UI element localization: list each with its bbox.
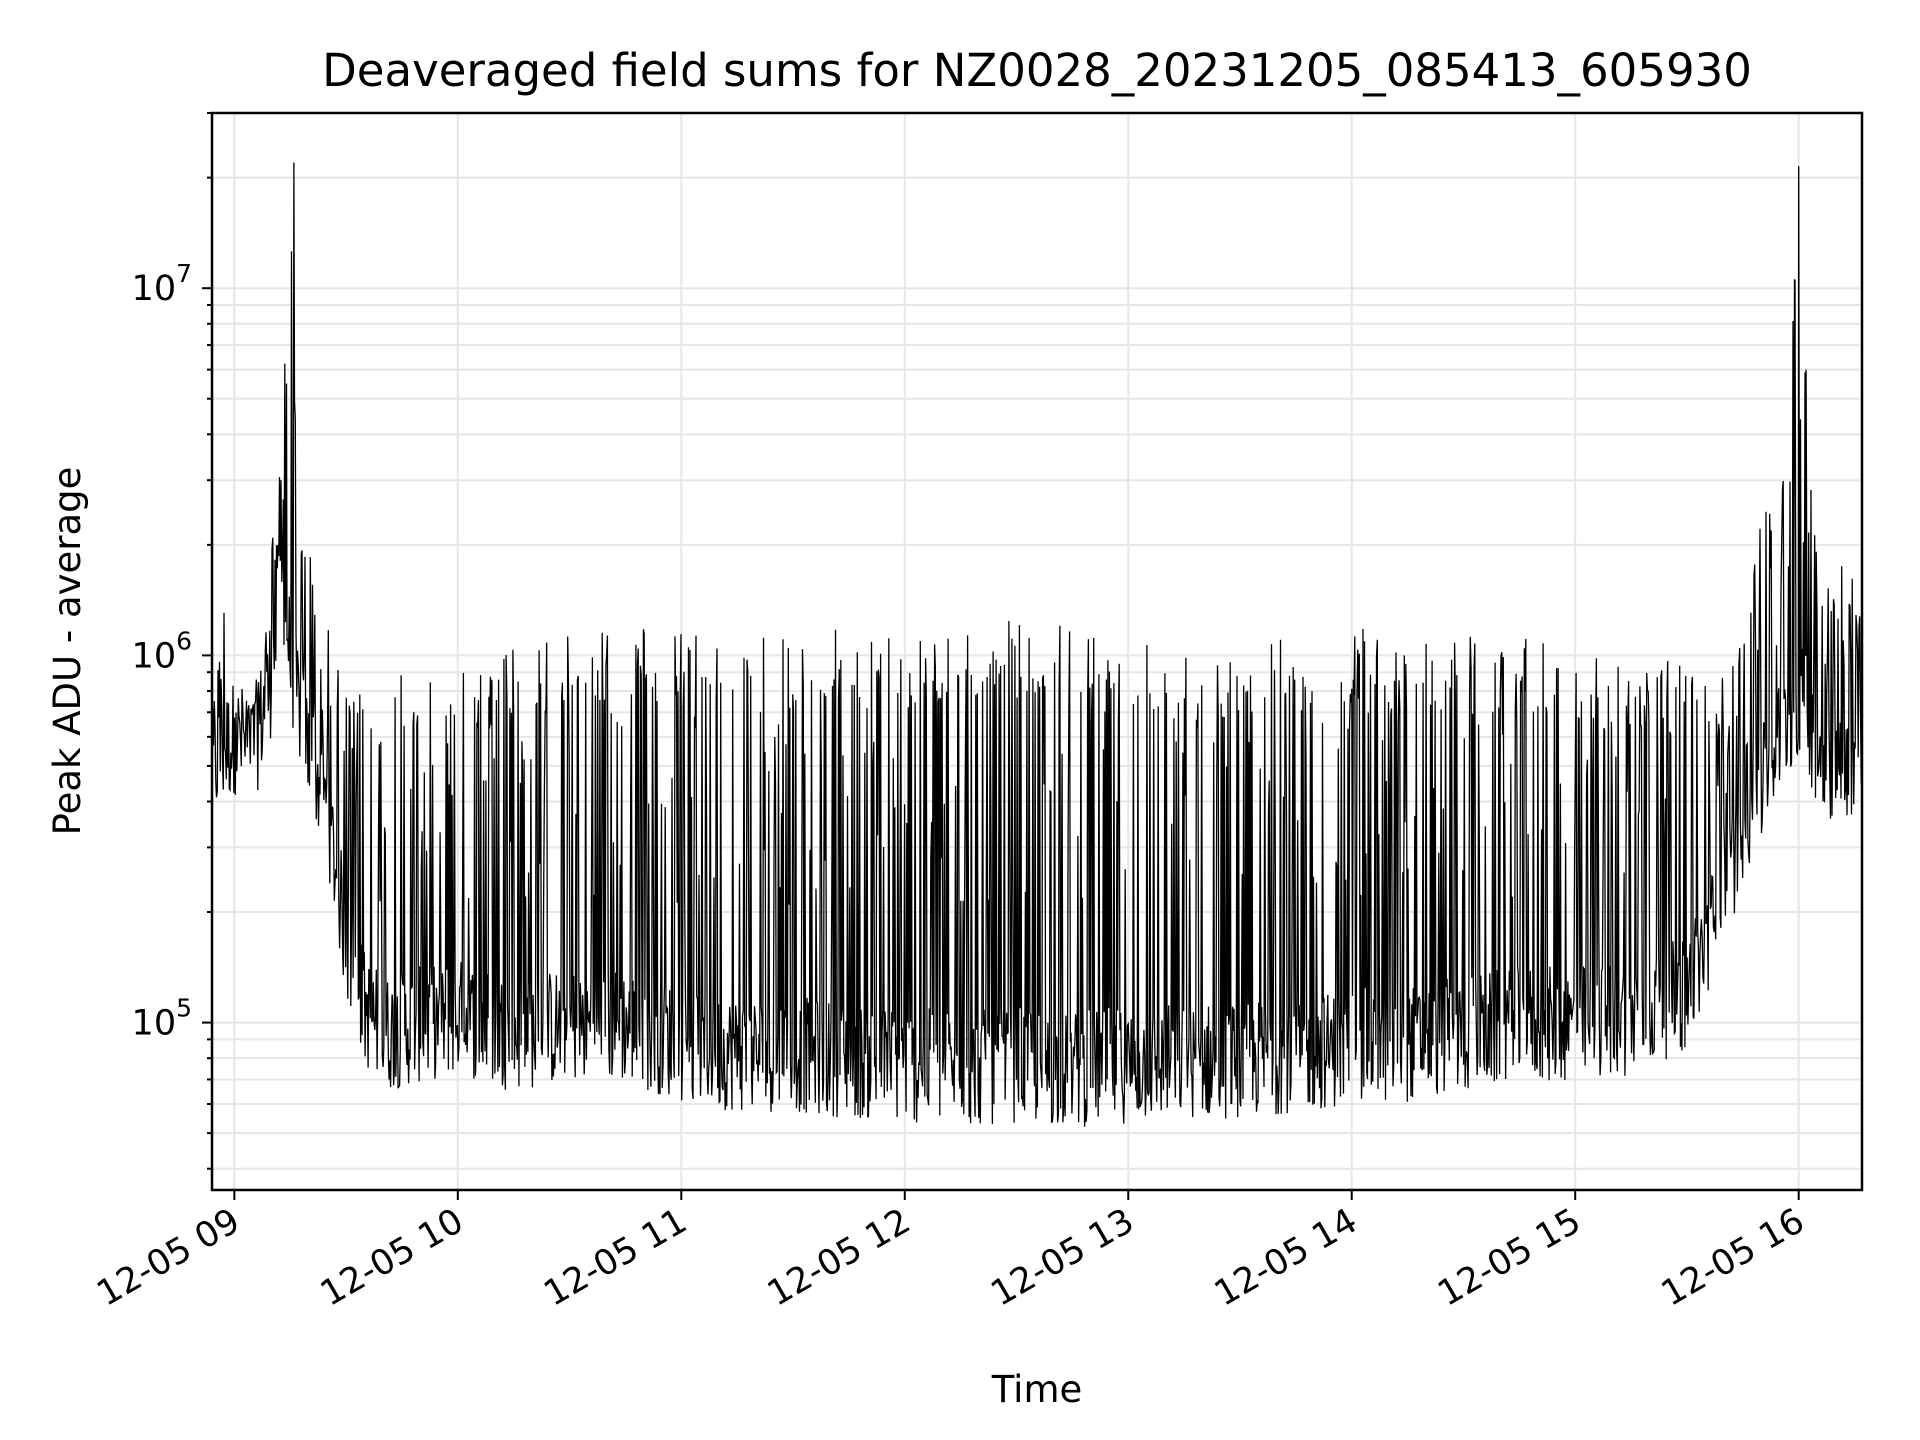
- chart-title: Deaveraged field sums for NZ0028_2023120…: [322, 44, 1752, 97]
- y-tick-label: 107: [132, 259, 192, 309]
- series-line: [212, 162, 1862, 1127]
- y-tick-label: 105: [132, 994, 192, 1044]
- y-tick-exponent: 7: [176, 259, 192, 288]
- x-axis-label: Time: [991, 1368, 1083, 1411]
- y-tick-exponent: 6: [176, 626, 192, 655]
- series-layer: [212, 162, 1862, 1127]
- y-axis-label: Peak ADU - average: [46, 467, 89, 836]
- plot-frame: [210, 111, 1864, 1192]
- y-tick-base: 10: [132, 269, 177, 309]
- y-tick-exponent: 5: [176, 994, 192, 1023]
- y-tick-label: 106: [132, 626, 192, 676]
- y-tick-base: 10: [132, 1004, 177, 1044]
- y-tick-base: 10: [132, 636, 177, 676]
